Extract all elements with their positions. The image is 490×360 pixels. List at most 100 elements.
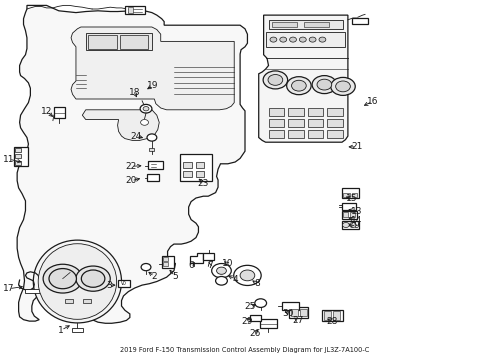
FancyBboxPatch shape xyxy=(352,18,368,24)
FancyBboxPatch shape xyxy=(72,328,83,332)
Circle shape xyxy=(140,104,152,113)
FancyBboxPatch shape xyxy=(147,174,159,181)
FancyBboxPatch shape xyxy=(196,162,204,168)
Text: 11: 11 xyxy=(3,154,15,163)
FancyBboxPatch shape xyxy=(163,257,168,261)
FancyBboxPatch shape xyxy=(269,20,343,29)
FancyBboxPatch shape xyxy=(342,211,357,219)
FancyBboxPatch shape xyxy=(342,188,359,198)
Circle shape xyxy=(299,37,306,42)
Ellipse shape xyxy=(38,244,117,319)
FancyBboxPatch shape xyxy=(15,161,21,165)
Text: 21: 21 xyxy=(351,143,363,152)
FancyBboxPatch shape xyxy=(288,130,304,138)
Text: 10: 10 xyxy=(221,259,233,268)
FancyBboxPatch shape xyxy=(15,154,21,158)
FancyBboxPatch shape xyxy=(269,130,284,138)
FancyBboxPatch shape xyxy=(327,130,343,138)
Circle shape xyxy=(263,71,288,89)
Circle shape xyxy=(309,37,316,42)
FancyBboxPatch shape xyxy=(54,107,65,118)
Text: 4: 4 xyxy=(232,274,238,284)
FancyBboxPatch shape xyxy=(342,203,356,210)
FancyBboxPatch shape xyxy=(196,171,204,177)
Text: 30: 30 xyxy=(282,309,294,318)
FancyBboxPatch shape xyxy=(128,7,133,13)
FancyBboxPatch shape xyxy=(304,22,329,27)
FancyBboxPatch shape xyxy=(25,289,40,293)
Text: 28: 28 xyxy=(326,317,338,325)
Circle shape xyxy=(217,267,226,274)
FancyBboxPatch shape xyxy=(352,193,357,197)
FancyBboxPatch shape xyxy=(125,6,145,14)
Circle shape xyxy=(312,76,337,94)
FancyBboxPatch shape xyxy=(327,119,343,127)
FancyBboxPatch shape xyxy=(324,311,331,320)
Polygon shape xyxy=(71,27,234,110)
FancyBboxPatch shape xyxy=(162,256,174,268)
Circle shape xyxy=(287,77,311,95)
Text: 2019 Ford F-150 Transmission Control Assembly Diagram for JL3Z-7A100-C: 2019 Ford F-150 Transmission Control Ass… xyxy=(121,347,369,353)
Circle shape xyxy=(280,37,287,42)
Text: 16: 16 xyxy=(367,97,378,106)
FancyBboxPatch shape xyxy=(300,309,307,316)
Circle shape xyxy=(292,80,306,91)
FancyBboxPatch shape xyxy=(83,299,91,303)
FancyBboxPatch shape xyxy=(88,35,117,49)
Text: 27: 27 xyxy=(292,316,304,325)
FancyBboxPatch shape xyxy=(327,108,343,116)
FancyBboxPatch shape xyxy=(291,309,298,316)
Circle shape xyxy=(143,107,149,111)
FancyBboxPatch shape xyxy=(322,310,343,321)
FancyBboxPatch shape xyxy=(308,130,323,138)
FancyBboxPatch shape xyxy=(183,171,192,177)
Circle shape xyxy=(319,37,326,42)
Text: 26: 26 xyxy=(249,328,261,338)
Ellipse shape xyxy=(33,240,122,323)
Text: 17: 17 xyxy=(3,284,15,293)
Text: 29: 29 xyxy=(242,317,253,325)
FancyBboxPatch shape xyxy=(148,161,163,169)
Text: 6: 6 xyxy=(188,261,194,270)
Polygon shape xyxy=(82,110,159,140)
Text: 25: 25 xyxy=(244,302,256,311)
FancyBboxPatch shape xyxy=(120,35,148,49)
Circle shape xyxy=(43,264,82,293)
Circle shape xyxy=(270,37,277,42)
Circle shape xyxy=(255,299,267,307)
Text: 3: 3 xyxy=(106,281,112,289)
Circle shape xyxy=(216,276,227,285)
Text: 19: 19 xyxy=(147,81,159,90)
Circle shape xyxy=(212,264,231,278)
FancyBboxPatch shape xyxy=(272,22,297,27)
FancyBboxPatch shape xyxy=(250,315,261,321)
Circle shape xyxy=(76,266,110,291)
FancyBboxPatch shape xyxy=(65,299,73,303)
Text: 18: 18 xyxy=(129,88,141,97)
FancyBboxPatch shape xyxy=(343,193,350,197)
Circle shape xyxy=(141,120,148,125)
FancyBboxPatch shape xyxy=(308,108,323,116)
FancyBboxPatch shape xyxy=(86,33,152,50)
FancyBboxPatch shape xyxy=(260,319,277,328)
Circle shape xyxy=(336,81,350,92)
FancyBboxPatch shape xyxy=(118,280,130,287)
FancyBboxPatch shape xyxy=(266,32,345,47)
Circle shape xyxy=(147,134,157,141)
Text: VO: VO xyxy=(121,281,126,286)
Text: 20: 20 xyxy=(125,176,137,185)
Circle shape xyxy=(240,270,255,281)
Text: 1: 1 xyxy=(58,325,64,335)
Text: 22: 22 xyxy=(126,162,137,171)
FancyBboxPatch shape xyxy=(203,253,214,260)
FancyBboxPatch shape xyxy=(342,221,359,229)
FancyBboxPatch shape xyxy=(14,147,28,166)
Text: 5: 5 xyxy=(172,271,178,281)
FancyBboxPatch shape xyxy=(288,119,304,127)
FancyBboxPatch shape xyxy=(269,108,284,116)
FancyBboxPatch shape xyxy=(350,212,355,217)
FancyBboxPatch shape xyxy=(15,148,21,152)
Circle shape xyxy=(141,264,151,271)
Polygon shape xyxy=(17,5,247,323)
Circle shape xyxy=(343,222,349,228)
